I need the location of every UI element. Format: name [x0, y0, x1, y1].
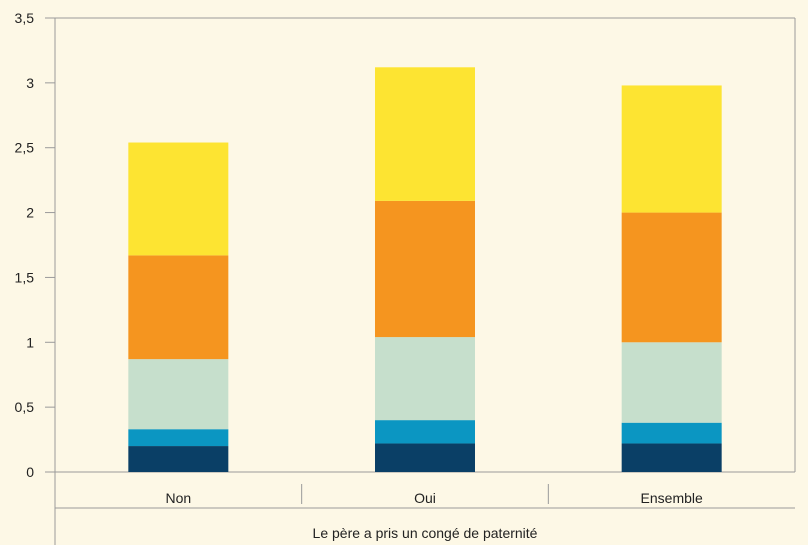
y-tick-label: 0,5	[15, 399, 35, 415]
bar-segment	[128, 359, 229, 430]
bar-segment	[621, 443, 722, 472]
bar-segment	[375, 200, 475, 338]
x-axis-title: Le père a pris un congé de paternité	[313, 525, 538, 541]
bar-segment	[375, 420, 475, 444]
bar-segment	[128, 142, 229, 256]
y-tick-label: 1	[26, 334, 34, 350]
category-label: Non	[165, 490, 191, 506]
y-tick-label: 1,5	[15, 269, 35, 285]
y-tick-label: 0	[26, 464, 34, 480]
y-tick-label: 3	[26, 75, 34, 91]
bar-segment	[375, 337, 475, 421]
bar-segment	[375, 67, 475, 201]
category-label: Ensemble	[641, 490, 703, 506]
bar-segment	[621, 212, 722, 343]
x-axis-labels: Non Oui Ensemble	[165, 484, 703, 506]
bar-segment	[128, 446, 229, 472]
y-axis-ticks: 0 0,5 1 1,5 2 2,5 3 3,5	[15, 10, 55, 480]
y-tick-label: 2	[26, 205, 34, 221]
y-tick-label: 3,5	[15, 10, 35, 26]
bar-segment	[621, 422, 722, 444]
bar-segment	[375, 443, 475, 472]
bar-segment	[128, 255, 229, 360]
bar-segment	[621, 342, 722, 423]
bar-segment	[621, 85, 722, 213]
bar-segment	[128, 429, 229, 447]
y-tick-label: 2,5	[15, 140, 35, 156]
category-label: Oui	[414, 490, 436, 506]
bars	[128, 67, 722, 472]
